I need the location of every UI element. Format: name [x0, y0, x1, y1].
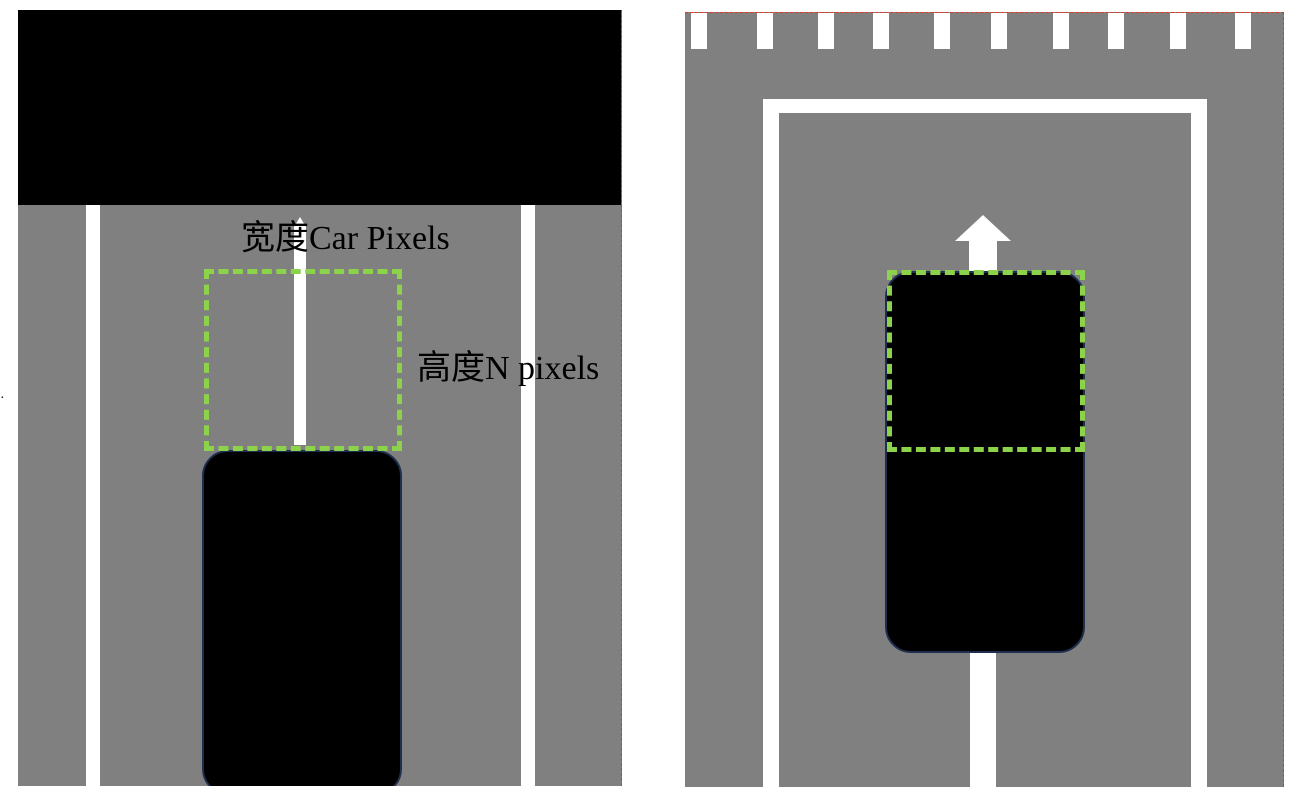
- dash: [934, 13, 950, 49]
- stray-mark: ·: [0, 391, 5, 406]
- roi-box: [887, 270, 1085, 452]
- dash: [1053, 13, 1069, 49]
- dash: [991, 13, 1007, 49]
- parking-right-line: [1191, 99, 1207, 787]
- right-lane-line: [521, 205, 535, 786]
- roi-box: [204, 269, 402, 451]
- right-road-view: [685, 12, 1284, 787]
- forward-arrow-icon: [955, 215, 1011, 275]
- left-lane-line: [86, 205, 100, 786]
- ego-car: [202, 450, 402, 786]
- black-mask-band: [18, 10, 621, 205]
- dash: [873, 13, 889, 49]
- dash: [1235, 13, 1251, 49]
- dash: [757, 13, 773, 49]
- parking-top-line: [763, 99, 1207, 113]
- width-label: 宽度Car Pixels: [241, 220, 450, 257]
- arrow-shaft: [294, 217, 306, 445]
- parking-left-line: [763, 99, 779, 787]
- dash: [818, 13, 834, 49]
- forward-arrow-icon: [294, 217, 306, 445]
- dash: [1170, 13, 1186, 49]
- stop-line-dashes: [691, 13, 1251, 49]
- center-line: [970, 649, 996, 787]
- arrow-head: [955, 215, 1011, 275]
- dash: [1108, 13, 1124, 49]
- height-label: 高度N pixels: [417, 350, 600, 387]
- dash: [691, 13, 707, 49]
- left-road-view: [18, 10, 622, 786]
- ego-car: [885, 271, 1085, 653]
